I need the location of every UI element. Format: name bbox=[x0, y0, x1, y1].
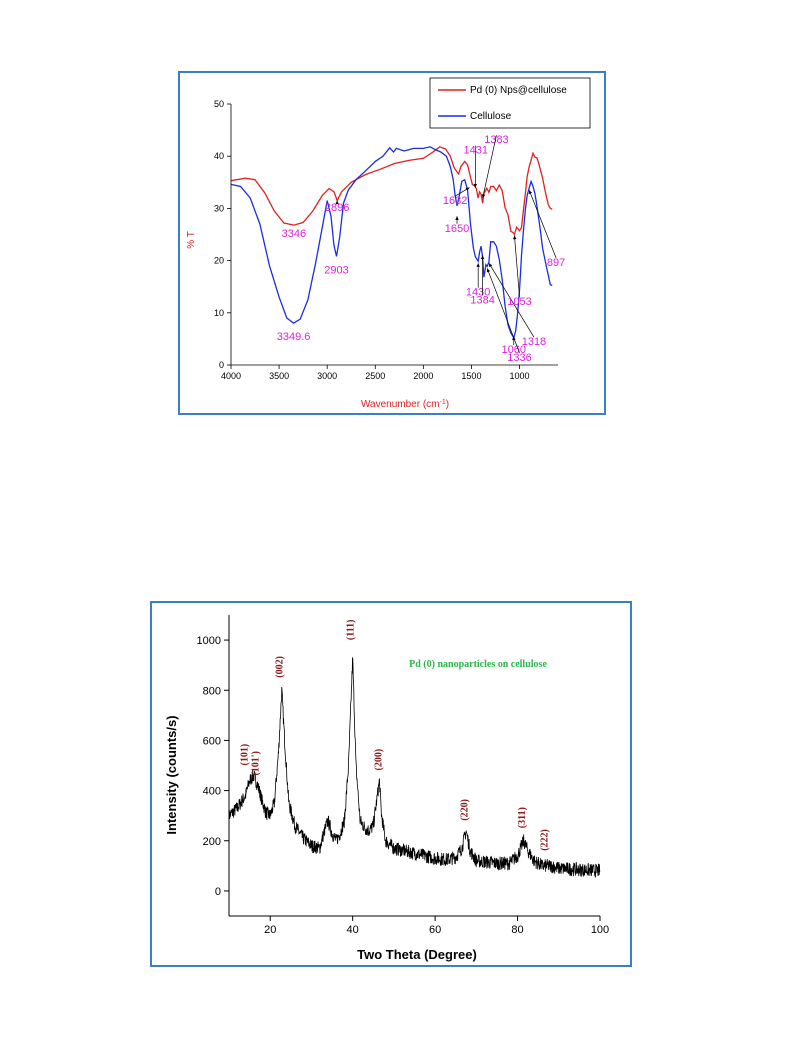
ftir-y-tick-label: 10 bbox=[214, 308, 224, 318]
ftir-y-tick-label: 20 bbox=[214, 256, 224, 266]
ftir-peak-annotation: 1318 bbox=[522, 336, 546, 348]
ftir-peak-annotation: 1632 bbox=[443, 195, 467, 207]
ftir-y-axis-title: % T bbox=[186, 231, 197, 249]
ftir-peak-annotation: 1383 bbox=[484, 134, 508, 146]
ftir-legend: Pd (0) Nps@cellulose Cellulose bbox=[429, 77, 591, 129]
ftir-annotation-arrowhead bbox=[488, 263, 493, 268]
xrd-y-tick-label: 0 bbox=[215, 886, 221, 898]
legend-box bbox=[429, 77, 591, 129]
ftir-y-tick-label: 30 bbox=[214, 203, 224, 213]
xrd-peak-label: (222) bbox=[540, 829, 551, 851]
xrd-peak-label: (101') bbox=[251, 751, 262, 775]
ftir-x-tick-label: 3000 bbox=[317, 371, 337, 381]
ftir-x-tick-label: 3500 bbox=[269, 371, 289, 381]
xrd-peak-label: (101) bbox=[240, 744, 251, 766]
ftir-annotation-arrowhead bbox=[476, 263, 480, 267]
ftir-peak-annotation: 3346 bbox=[282, 228, 306, 240]
ftir-x-tick-label: 2000 bbox=[413, 371, 433, 381]
ftir-x-axis-title: Wavenumber (cm-1) bbox=[361, 399, 449, 411]
xrd-y-axis-title: Intensity (counts/s) bbox=[164, 715, 179, 834]
ftir-series-line-cellulose bbox=[230, 146, 553, 340]
ftir-peak-annotation: 1336 bbox=[507, 352, 531, 364]
ftir-annotation-arrowhead bbox=[335, 200, 339, 205]
xrd-x-axis-title: Two Theta (Degree) bbox=[357, 947, 477, 962]
ftir-x-tick-label: 1000 bbox=[510, 371, 530, 381]
ftir-series-line-pd bbox=[230, 146, 553, 236]
xrd-peak-label: (311) bbox=[517, 807, 528, 828]
xrd-y-tick-label: 1000 bbox=[197, 635, 221, 647]
xrd-y-tick-label: 600 bbox=[203, 735, 221, 747]
legend-label-cellulose: Cellulose bbox=[470, 111, 512, 122]
ftir-x-tick-label: 4000 bbox=[221, 371, 241, 381]
ftir-peak-annotation: 2896 bbox=[325, 202, 349, 214]
ftir-annotation-arrowhead bbox=[528, 190, 533, 195]
legend-label-pd: Pd (0) Nps@cellulose bbox=[470, 85, 567, 96]
xrd-peak-label: (111) bbox=[345, 620, 356, 641]
xrd-x-tick-label: 20 bbox=[264, 924, 276, 936]
ftir-y-tick-label: 50 bbox=[214, 99, 224, 109]
xrd-y-tick-label: 400 bbox=[203, 786, 221, 798]
ftir-peak-annotation: 1384 bbox=[470, 294, 494, 306]
ftir-peak-annotation: 1060 bbox=[502, 344, 526, 356]
ftir-annotation-arrowhead bbox=[465, 187, 470, 191]
ftir-x-tick-label: 2500 bbox=[365, 371, 385, 381]
ftir-annotation-arrowhead bbox=[481, 194, 486, 198]
ftir-annotation-arrowhead bbox=[480, 255, 485, 259]
ftir-annotation-arrow bbox=[482, 135, 497, 199]
xrd-chart-panel: 20 40 60 80 100 0 200 400 600 800 1000 (101) (101')… bbox=[150, 601, 632, 967]
ftir-annotation-arrow bbox=[514, 235, 520, 297]
xrd-x-tick-label: 60 bbox=[429, 924, 441, 936]
ftir-peak-annotation: 1053 bbox=[507, 296, 531, 308]
xrd-x-tick-label: 80 bbox=[511, 924, 523, 936]
ftir-annotation-arrow bbox=[488, 263, 535, 338]
ftir-annotation-arrow bbox=[486, 268, 520, 353]
ftir-peak-annotation: 3349.6 bbox=[277, 331, 311, 343]
ftir-y-tick-label: 0 bbox=[219, 360, 224, 370]
ftir-annotation-arrowhead bbox=[473, 183, 478, 188]
ftir-chart-panel: 3346 2896 2903 3349.6 1632 1650 1431 1383 1430 13… bbox=[178, 71, 606, 415]
ftir-peak-annotation: 2903 bbox=[324, 265, 348, 277]
ftir-chart: 3346289629033349.61632165014311383143013… bbox=[186, 77, 591, 411]
ftir-peak-annotation: 1650 bbox=[445, 223, 469, 235]
xrd-peak-label: (200) bbox=[374, 749, 385, 771]
ftir-annotation-arrow bbox=[528, 190, 557, 258]
xrd-pattern-line bbox=[228, 657, 601, 878]
xrd-peak-label: (002) bbox=[275, 656, 286, 678]
ftir-peak-annotation: 1430 bbox=[466, 287, 490, 299]
ftir-annotation-arrowhead bbox=[455, 216, 459, 220]
xrd-series-label: Pd (0) nanoparticles on cellulose bbox=[409, 659, 547, 670]
ftir-peak-annotation: 897 bbox=[547, 257, 565, 269]
xrd-peak-label: (220) bbox=[459, 799, 470, 821]
xrd-x-tick-label: 40 bbox=[347, 924, 359, 936]
ftir-x-tick-label: 1500 bbox=[461, 371, 481, 381]
ftir-annotation-arrowhead bbox=[512, 235, 517, 240]
xrd-x-tick-label: 100 bbox=[591, 924, 609, 936]
xrd-y-tick-label: 200 bbox=[203, 836, 221, 848]
ftir-y-tick-label: 40 bbox=[214, 151, 224, 161]
ftir-annotation-arrowhead bbox=[486, 268, 491, 273]
xrd-y-tick-label: 800 bbox=[203, 685, 221, 697]
